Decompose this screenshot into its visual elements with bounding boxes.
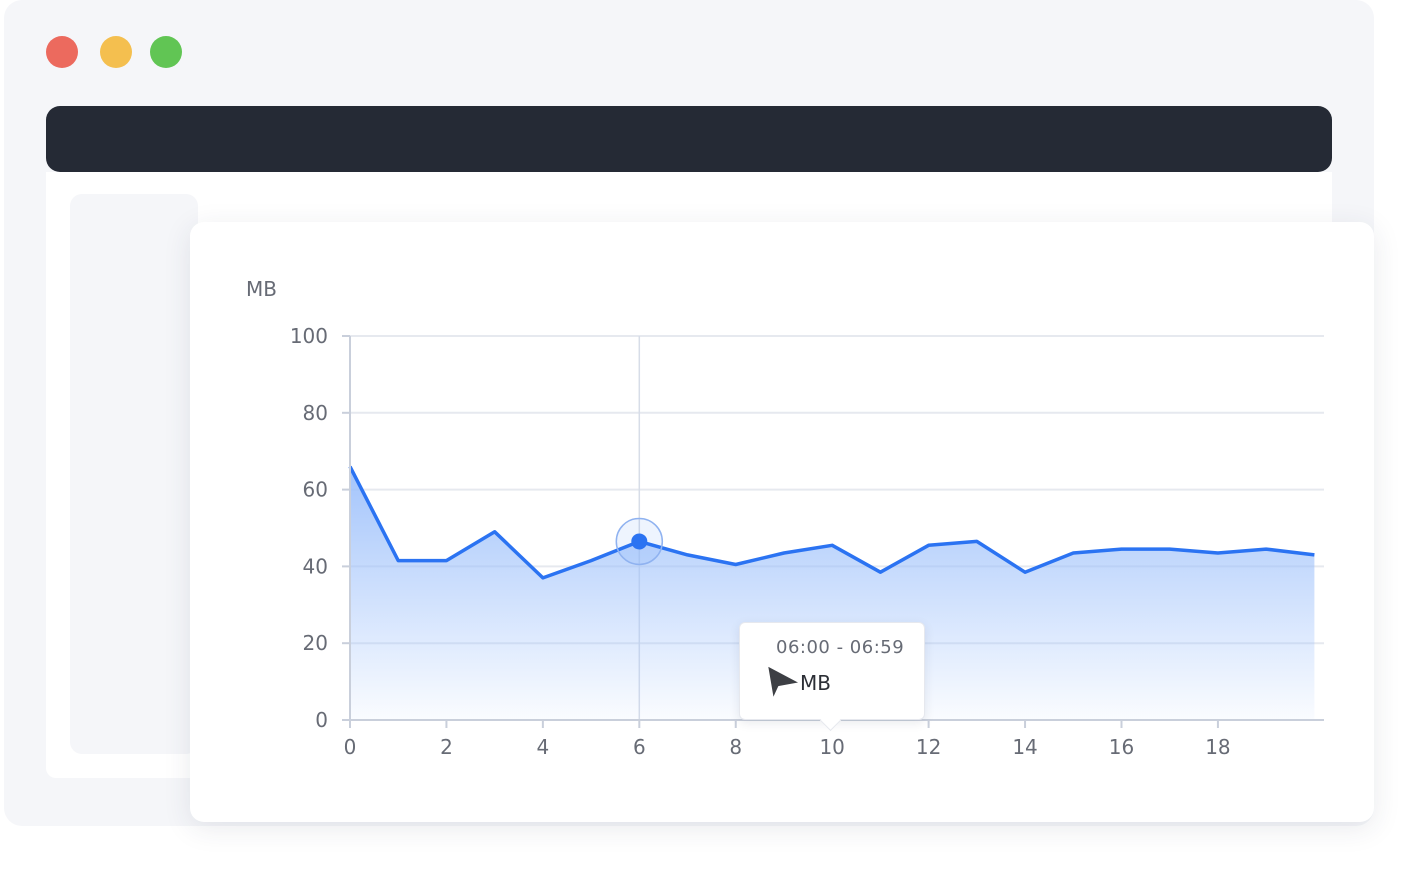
y-tick-label: 60	[303, 478, 328, 502]
x-axis-ticks: 0 2 4 6 8 10 12 14 16 18	[344, 720, 1231, 759]
x-tick-label: 2	[440, 735, 453, 759]
series-line	[348, 465, 1315, 580]
chart-card: MB 0 20 40 60 80 100 0 2 4 6 8 10 12 14 16 18 06:00 - …	[190, 222, 1374, 822]
y-axis-unit-label: MB	[246, 277, 277, 301]
y-axis-ticks: 0 20 40 60 80 100	[290, 324, 350, 732]
close-window-button[interactable]	[46, 36, 78, 68]
x-tick-label: 10	[819, 735, 844, 759]
x-tick-label: 12	[916, 735, 941, 759]
maximize-window-button[interactable]	[150, 36, 182, 68]
series-area-fill	[350, 466, 1315, 720]
x-tick-label: 14	[1012, 735, 1037, 759]
x-tick-label: 18	[1205, 735, 1230, 759]
x-tick-label: 0	[344, 735, 357, 759]
y-tick-label: 0	[315, 708, 328, 732]
tooltip-value: MB	[800, 671, 831, 695]
y-tick-label: 20	[303, 631, 328, 655]
x-tick-label: 6	[633, 735, 646, 759]
y-tick-label: 80	[303, 401, 328, 425]
minimize-window-button[interactable]	[100, 36, 132, 68]
x-tick-label: 8	[729, 735, 742, 759]
memory-usage-chart[interactable]: MB 0 20 40 60 80 100 0 2 4 6 8 10 12 14 16 18	[190, 222, 1374, 822]
top-navigation-bar	[46, 106, 1332, 172]
mouse-cursor-icon	[766, 664, 802, 701]
sidebar-panel	[70, 194, 198, 754]
y-tick-label: 100	[290, 324, 328, 348]
x-tick-label: 16	[1109, 735, 1134, 759]
y-tick-label: 40	[303, 554, 328, 578]
x-tick-label: 4	[537, 735, 550, 759]
highlight-point[interactable]	[631, 533, 648, 550]
tooltip-time-range: 06:00 - 06:59	[776, 637, 905, 658]
